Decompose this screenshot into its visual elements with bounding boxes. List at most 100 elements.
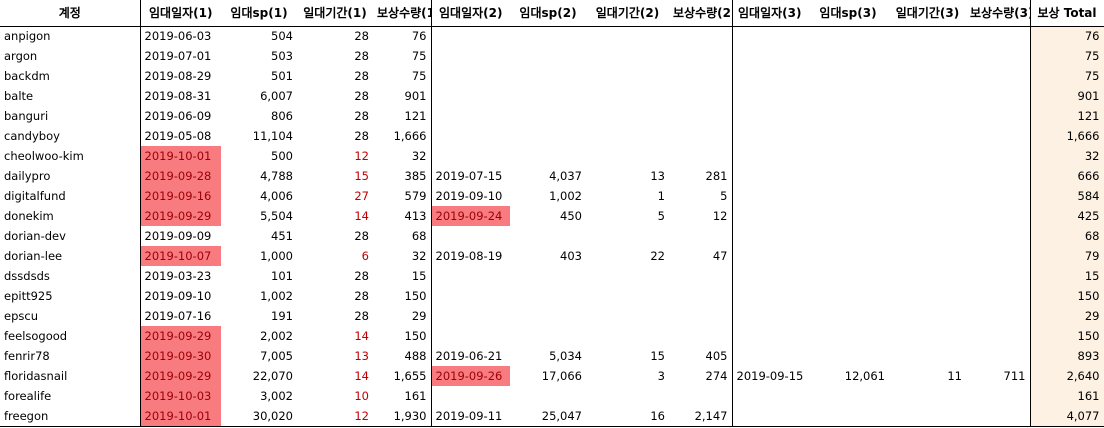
cell-reward-total[interactable]: 15	[1029, 266, 1104, 286]
cell-rental-sp-2[interactable]: 5,034	[549, 349, 582, 363]
cell-rental-sp-2[interactable]	[510, 386, 586, 406]
cell-account[interactable]: dorian-dev	[4, 229, 66, 243]
cell-reward-3[interactable]	[966, 26, 1030, 46]
cell-rental-sp-2[interactable]	[510, 66, 586, 86]
cell-rental-sp-3[interactable]	[807, 406, 889, 427]
cell-rental-date-3[interactable]	[731, 66, 807, 86]
cell-account[interactable]: balte	[4, 89, 34, 103]
cell-rental-date-2[interactable]	[430, 306, 510, 326]
cell-period-1[interactable]: 28	[354, 49, 369, 63]
cell-account[interactable]: dssdsds	[4, 269, 50, 283]
cell-period-1[interactable]: 28	[354, 69, 369, 83]
cell-period-3[interactable]	[889, 286, 966, 306]
cell-account[interactable]: feelsogood	[4, 329, 68, 343]
header-rental-date-2[interactable]: 임대일자(2)	[430, 0, 510, 27]
cell-rental-sp-2[interactable]	[510, 26, 586, 46]
cell-rental-sp-1[interactable]: 503	[271, 49, 293, 63]
cell-rental-sp-2[interactable]	[510, 46, 586, 66]
cell-period-2[interactable]	[586, 146, 669, 166]
cell-period-2[interactable]	[586, 386, 669, 406]
cell-reward-total[interactable]: 150	[1029, 286, 1104, 306]
cell-rental-date-2[interactable]	[430, 26, 510, 46]
cell-account[interactable]: backdm	[4, 69, 50, 83]
cell-period-2[interactable]	[586, 266, 669, 286]
cell-rental-sp-3[interactable]	[807, 86, 889, 106]
cell-reward-1[interactable]: 76	[411, 29, 427, 44]
cell-rental-date-3[interactable]	[731, 326, 807, 346]
cell-rental-date-2[interactable]	[430, 66, 510, 86]
cell-rental-sp-1[interactable]: 1,002	[260, 289, 293, 303]
cell-reward-1[interactable]: 29	[411, 309, 427, 323]
cell-period-2[interactable]	[586, 46, 669, 66]
cell-rental-sp-2[interactable]: 403	[560, 249, 582, 263]
cell-period-1[interactable]: 14	[354, 209, 369, 223]
cell-period-1[interactable]: 6	[361, 249, 369, 263]
cell-reward-1[interactable]: 150	[404, 289, 427, 303]
cell-reward-1[interactable]: 488	[404, 349, 427, 363]
cell-rental-sp-3[interactable]	[807, 226, 889, 246]
cell-period-3[interactable]	[889, 126, 966, 146]
cell-rental-date-2[interactable]	[430, 86, 510, 106]
cell-rental-sp-3[interactable]	[807, 206, 889, 226]
cell-reward-2[interactable]	[669, 286, 732, 306]
cell-rental-sp-3[interactable]	[807, 46, 889, 66]
cell-rental-sp-1[interactable]: 3,002	[260, 389, 293, 403]
cell-reward-total[interactable]: 68	[1029, 226, 1104, 246]
cell-rental-sp-2[interactable]	[510, 126, 586, 146]
cell-rental-date-1[interactable]: 2019-09-09	[139, 226, 221, 246]
cell-rental-date-3[interactable]	[731, 306, 807, 326]
cell-reward-1[interactable]: 32	[411, 249, 427, 263]
cell-period-1[interactable]: 28	[354, 229, 369, 243]
cell-reward-2[interactable]	[669, 386, 732, 406]
cell-account[interactable]: freegon	[0, 406, 140, 427]
cell-reward-2[interactable]	[669, 46, 732, 66]
cell-reward-2[interactable]	[669, 306, 732, 326]
cell-account[interactable]: argon	[4, 49, 38, 63]
cell-reward-2[interactable]	[669, 326, 732, 346]
cell-rental-date-1[interactable]: 2019-05-08	[139, 126, 221, 146]
cell-reward-2[interactable]	[669, 86, 732, 106]
cell-rental-sp-2[interactable]	[510, 306, 586, 326]
cell-reward-3[interactable]: 711	[1003, 369, 1026, 383]
cell-reward-3[interactable]	[966, 166, 1030, 186]
cell-rental-date-2[interactable]	[430, 46, 510, 66]
cell-rental-date-2[interactable]	[430, 146, 510, 166]
cell-rental-date-3[interactable]	[731, 386, 807, 406]
cell-reward-1[interactable]: 161	[404, 389, 427, 403]
cell-rental-date-1[interactable]: 2019-10-01	[139, 406, 221, 427]
cell-rental-sp-2[interactable]: 25,047	[510, 406, 586, 427]
cell-reward-2[interactable]: 274	[705, 369, 728, 383]
header-period-2[interactable]: 일대기간(2)	[586, 0, 669, 27]
cell-rental-sp-1[interactable]: 11,104	[252, 129, 293, 143]
cell-period-1[interactable]: 13	[354, 349, 369, 363]
cell-reward-total[interactable]: 76	[1029, 26, 1104, 46]
cell-reward-2[interactable]	[669, 66, 732, 86]
cell-rental-sp-3[interactable]	[807, 106, 889, 126]
cell-rental-sp-1[interactable]: 5,504	[260, 209, 293, 223]
cell-reward-3[interactable]	[966, 86, 1030, 106]
cell-reward-2[interactable]	[669, 146, 732, 166]
cell-reward-total[interactable]: 666	[1029, 166, 1104, 186]
cell-reward-1[interactable]: 68	[411, 229, 427, 243]
cell-reward-3[interactable]	[966, 126, 1030, 146]
cell-rental-date-1[interactable]: 2019-09-29	[139, 326, 221, 346]
cell-rental-date-2[interactable]	[430, 386, 510, 406]
cell-reward-3[interactable]	[966, 226, 1030, 246]
cell-account[interactable]: forealife	[4, 389, 52, 403]
cell-rental-sp-2[interactable]: 17,066	[541, 369, 582, 383]
cell-rental-date-3[interactable]	[731, 226, 807, 246]
cell-rental-sp-2[interactable]	[510, 326, 586, 346]
cell-period-1[interactable]: 15	[354, 169, 369, 183]
cell-rental-date-2[interactable]	[430, 326, 510, 346]
cell-period-1[interactable]: 28	[354, 309, 369, 323]
cell-reward-3[interactable]	[966, 406, 1030, 427]
cell-reward-total[interactable]: 29	[1029, 306, 1104, 326]
cell-period-1[interactable]: 27	[354, 189, 369, 203]
cell-rental-date-2[interactable]	[430, 126, 510, 146]
cell-rental-date-1[interactable]: 2019-10-07	[139, 246, 221, 266]
cell-reward-3[interactable]	[966, 146, 1030, 166]
cell-reward-1[interactable]: 385	[404, 169, 427, 183]
cell-period-1[interactable]: 14	[354, 369, 369, 383]
cell-period-1[interactable]: 12	[354, 149, 369, 163]
cell-account[interactable]: dorian-lee	[4, 249, 63, 263]
